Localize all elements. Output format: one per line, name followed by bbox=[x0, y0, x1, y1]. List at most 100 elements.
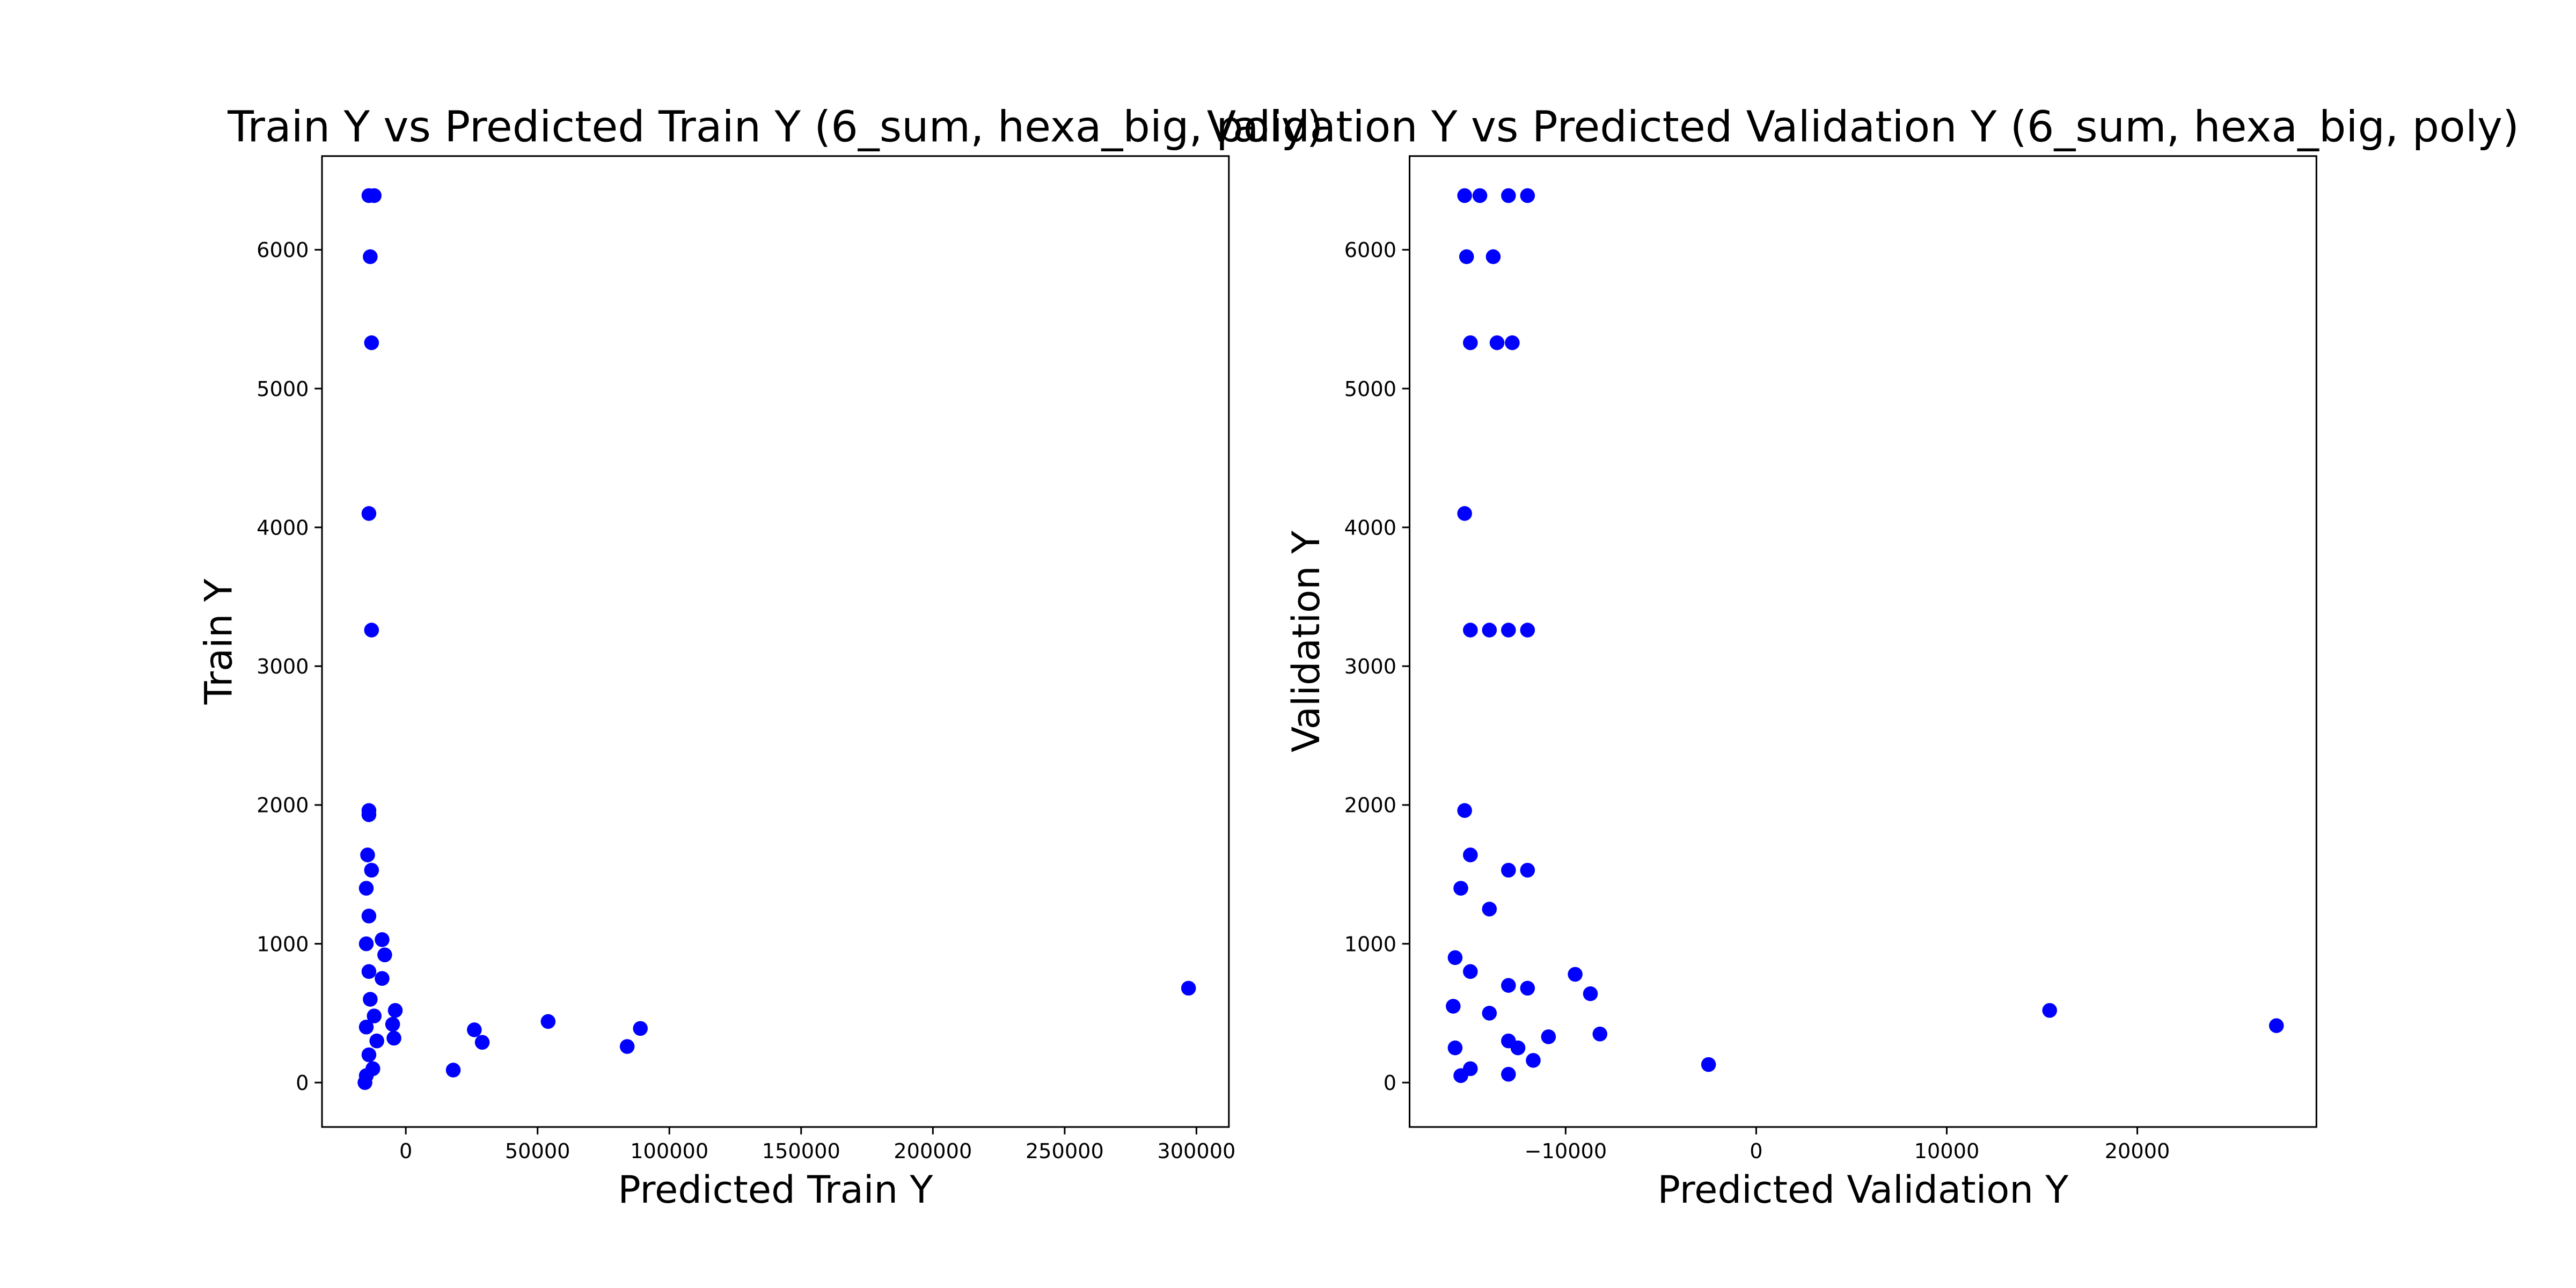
point bbox=[1463, 847, 1478, 862]
x-tick-label: 10000 bbox=[1914, 1139, 1980, 1163]
point bbox=[1520, 862, 1535, 878]
y-tick-label: 2000 bbox=[1344, 794, 1396, 818]
point bbox=[385, 1016, 400, 1032]
x-tick-label: 0 bbox=[399, 1139, 412, 1163]
point bbox=[386, 1030, 401, 1046]
point bbox=[364, 623, 379, 638]
y-tick-label: 4000 bbox=[257, 516, 309, 540]
point bbox=[361, 1047, 377, 1063]
point bbox=[375, 971, 390, 986]
y-tick-label: 3000 bbox=[1344, 655, 1396, 679]
point bbox=[357, 1075, 372, 1091]
point bbox=[361, 909, 377, 924]
y-tick-label: 3000 bbox=[257, 655, 309, 679]
point bbox=[1482, 623, 1497, 638]
point bbox=[358, 936, 374, 952]
point bbox=[1520, 980, 1535, 996]
point bbox=[364, 335, 379, 350]
point bbox=[1592, 1026, 1608, 1042]
point bbox=[1701, 1057, 1716, 1072]
point bbox=[1501, 862, 1516, 878]
point bbox=[467, 1022, 482, 1037]
point bbox=[1510, 1040, 1526, 1056]
point bbox=[1463, 964, 1478, 979]
point bbox=[1501, 623, 1516, 638]
point bbox=[1457, 188, 1472, 203]
axes-frame bbox=[1409, 155, 2317, 1128]
x-tick-label: 250000 bbox=[1026, 1139, 1104, 1163]
y-tick-label: 4000 bbox=[1344, 516, 1396, 540]
chart-title: Train Y vs Predicted Train Y (6_sum, hex… bbox=[227, 101, 1323, 151]
point bbox=[1501, 978, 1516, 993]
point bbox=[1459, 249, 1474, 265]
point bbox=[375, 932, 390, 947]
point bbox=[445, 1063, 461, 1078]
point bbox=[364, 862, 379, 878]
y-tick-label: 6000 bbox=[257, 238, 309, 262]
y-axis-label: Train Y bbox=[197, 578, 241, 705]
x-axis-label: Predicted Validation Y bbox=[1658, 1168, 2069, 1212]
point bbox=[358, 881, 374, 896]
point bbox=[2042, 1002, 2057, 1018]
point bbox=[360, 847, 375, 862]
point bbox=[1489, 335, 1505, 350]
point bbox=[474, 1035, 490, 1050]
point bbox=[1485, 249, 1501, 265]
point bbox=[361, 506, 377, 521]
point bbox=[633, 1021, 648, 1036]
y-tick-label: 2000 bbox=[257, 794, 309, 818]
point bbox=[1453, 881, 1468, 896]
point bbox=[1453, 1068, 1468, 1084]
point bbox=[1482, 902, 1497, 917]
x-tick-label: 200000 bbox=[894, 1139, 972, 1163]
point bbox=[1482, 1006, 1497, 1021]
point bbox=[365, 1061, 380, 1077]
point bbox=[367, 188, 382, 203]
point bbox=[1520, 623, 1535, 638]
point bbox=[1520, 188, 1535, 203]
x-tick-label: 50000 bbox=[505, 1139, 570, 1163]
y-tick-label: 0 bbox=[296, 1071, 309, 1095]
point bbox=[363, 992, 378, 1007]
y-tick-label: 1000 bbox=[1344, 932, 1396, 956]
point bbox=[1181, 980, 1196, 996]
point bbox=[387, 1002, 403, 1018]
y-tick-label: 0 bbox=[1384, 1071, 1396, 1095]
point bbox=[363, 249, 378, 265]
x-tick-label: 100000 bbox=[630, 1139, 708, 1163]
point bbox=[619, 1039, 635, 1054]
y-tick-label: 5000 bbox=[1344, 377, 1396, 401]
point bbox=[1457, 803, 1472, 818]
x-tick-label: 300000 bbox=[1157, 1139, 1235, 1163]
x-tick-label: 150000 bbox=[762, 1139, 840, 1163]
point bbox=[1526, 1053, 1541, 1068]
point bbox=[1541, 1029, 1556, 1044]
x-tick-label: 20000 bbox=[2105, 1139, 2170, 1163]
x-axis-label: Predicted Train Y bbox=[618, 1168, 933, 1212]
point bbox=[361, 807, 377, 822]
point bbox=[377, 947, 392, 963]
point bbox=[367, 1008, 382, 1023]
x-tick-label: −10000 bbox=[1524, 1139, 1607, 1163]
y-axis-label: Validation Y bbox=[1284, 530, 1328, 752]
point bbox=[1501, 1066, 1516, 1082]
point bbox=[540, 1014, 556, 1029]
y-tick-label: 6000 bbox=[1344, 238, 1396, 262]
point bbox=[1447, 950, 1463, 965]
point bbox=[1463, 335, 1478, 350]
point bbox=[361, 964, 377, 979]
point bbox=[1446, 999, 1461, 1014]
chart-title: Validation Y vs Predicted Validation Y (… bbox=[1207, 101, 2519, 151]
point bbox=[1457, 506, 1472, 521]
point bbox=[358, 1020, 374, 1035]
point bbox=[369, 1033, 384, 1049]
axes-frame bbox=[321, 155, 1230, 1128]
point bbox=[1463, 623, 1478, 638]
point bbox=[1583, 986, 1598, 1001]
point bbox=[1505, 335, 1520, 350]
point bbox=[1472, 188, 1488, 203]
point bbox=[2268, 1018, 2284, 1033]
y-tick-label: 5000 bbox=[257, 377, 309, 401]
